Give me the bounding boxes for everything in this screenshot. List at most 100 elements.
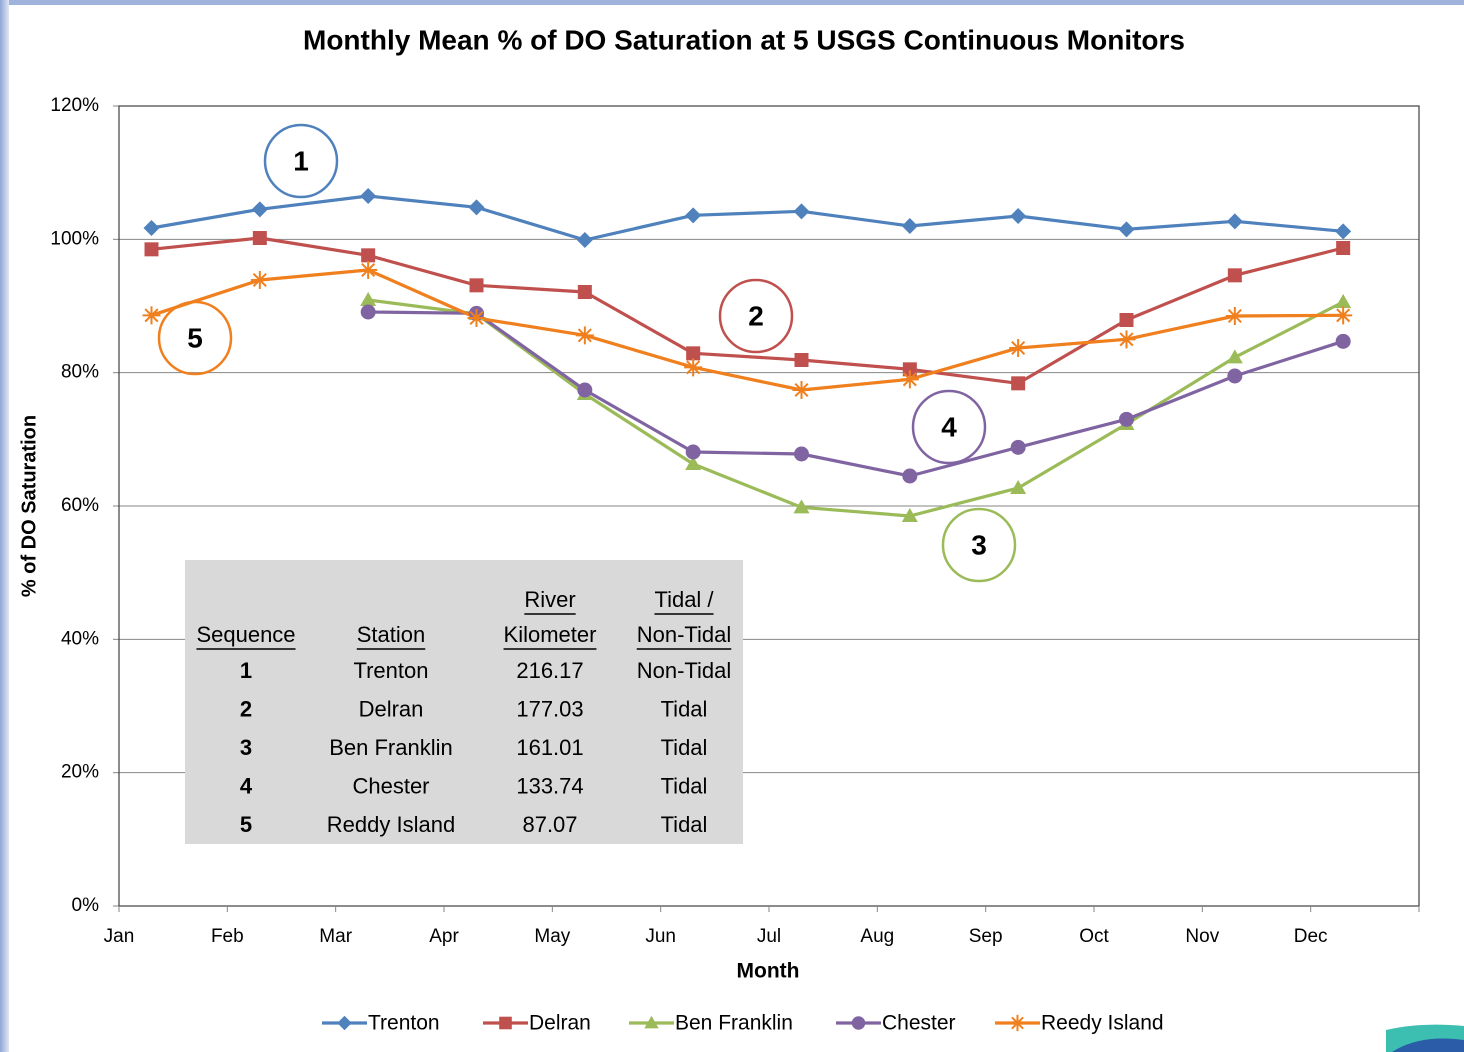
annotation-circle (941, 507, 1017, 583)
table-cell: 133.74 (516, 773, 583, 798)
x-tick-label: Feb (211, 926, 244, 947)
x-tick-label: Jul (757, 926, 781, 947)
marker (902, 362, 917, 377)
marker (577, 285, 592, 299)
marker (685, 456, 702, 470)
legend-label: Ben Franklin (675, 1012, 793, 1035)
marker (1009, 1014, 1026, 1032)
marker (1335, 294, 1352, 308)
marker (252, 231, 267, 245)
legend-label: Trenton (368, 1012, 440, 1035)
annotation-circle (911, 389, 987, 465)
x-tick-label: Dec (1294, 926, 1328, 947)
marker (577, 382, 593, 398)
marker (793, 499, 810, 514)
marker (1119, 411, 1134, 427)
marker (1334, 306, 1353, 325)
marker (900, 370, 919, 389)
marker (468, 199, 485, 216)
annotation-label: 4 (941, 411, 957, 442)
annotation-label: 1 (293, 145, 309, 176)
marker (1226, 349, 1243, 364)
marker (1118, 221, 1135, 238)
marker (685, 444, 701, 460)
sequence-number: 1 (240, 658, 252, 683)
marker (686, 346, 701, 361)
marker (902, 468, 918, 484)
y-tick-label: 40% (61, 628, 99, 649)
marker (644, 1015, 659, 1029)
table-header: River (524, 587, 575, 612)
table-cell: Chester (352, 773, 429, 798)
marker (499, 1016, 512, 1030)
series-line (368, 310, 1344, 478)
x-tick-label: Apr (429, 926, 459, 947)
annotation-circle (157, 300, 233, 376)
marker (1010, 480, 1027, 494)
legend-label: Reedy Island (1041, 1012, 1164, 1035)
marker (576, 232, 593, 248)
table-cell: Trenton (353, 658, 428, 683)
marker (1010, 439, 1026, 455)
series-line (151, 236, 1344, 385)
marker (792, 381, 811, 399)
marker (1226, 213, 1243, 230)
marker (575, 326, 594, 345)
table-cell: Reddy Island (327, 812, 455, 837)
marker (1011, 376, 1026, 391)
sequence-number: 5 (240, 812, 252, 837)
x-tick-label: May (534, 926, 570, 947)
marker (901, 218, 918, 234)
table-cell: 216.17 (516, 658, 583, 683)
x-tick-label: Aug (860, 926, 894, 947)
marker (467, 309, 486, 327)
table-cell: Ben Franklin (329, 735, 453, 760)
marker (142, 306, 161, 325)
series-line (367, 298, 1344, 518)
annotation-label: 2 (748, 300, 764, 331)
annotation-circle (263, 123, 339, 199)
x-tick-label: Sep (969, 926, 1003, 947)
top-border (0, 0, 1464, 5)
table-cell: 161.01 (516, 735, 583, 760)
y-tick-label: 100% (50, 228, 99, 249)
x-tick-label: Jan (104, 926, 135, 947)
marker (1227, 368, 1243, 384)
marker (1335, 223, 1352, 240)
series-line (151, 194, 1344, 242)
marker (901, 508, 918, 522)
marker (250, 271, 269, 289)
legend-label: Chester (882, 1012, 956, 1035)
table-header: Non-Tidal (637, 622, 732, 647)
marker (794, 446, 809, 462)
x-axis-title: Month (737, 960, 800, 983)
y-tick-label: 80% (61, 362, 99, 383)
marker (793, 203, 810, 220)
marker (1009, 339, 1028, 357)
x-tick-label: Mar (319, 926, 352, 947)
marker (1336, 241, 1351, 255)
marker (360, 304, 376, 320)
marker (360, 188, 377, 204)
marker (1117, 330, 1136, 349)
annotation-label: 5 (187, 322, 203, 353)
table-cell: Non-Tidal (637, 658, 732, 683)
annotation-label: 3 (971, 529, 987, 560)
y-tick-label: 120% (50, 95, 99, 116)
marker (1119, 313, 1134, 327)
marker (143, 220, 160, 236)
logo-fragment (1392, 1038, 1464, 1052)
table-cell: Tidal (661, 773, 708, 798)
marker (337, 1015, 352, 1031)
marker (851, 1016, 866, 1030)
table-header: Kilometer (504, 622, 597, 647)
marker (1225, 307, 1244, 325)
series-line (151, 268, 1344, 392)
table-cell: Delran (359, 696, 424, 721)
y-tick-label: 0% (72, 895, 100, 916)
marker (469, 278, 484, 293)
marker (794, 353, 809, 367)
marker (251, 201, 268, 218)
